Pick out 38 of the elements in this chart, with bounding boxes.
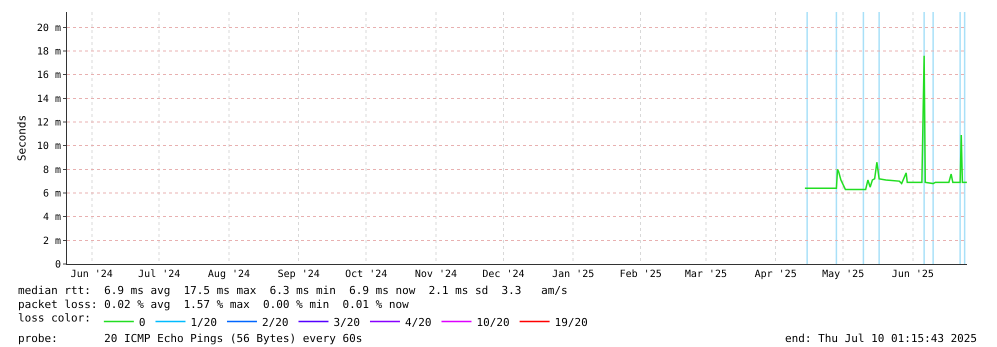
- y-tick-label: 0: [54, 260, 61, 270]
- x-tick-label: Jun '25: [892, 269, 934, 280]
- legend-label: 3/20: [333, 316, 360, 329]
- y-axis-title: Seconds: [16, 114, 29, 162]
- text: packet loss: 0.02 % avg 1.57 % max 0.00 % min 0.01 % now: [18, 298, 410, 311]
- y-tick-label: 20 m: [36, 22, 61, 34]
- y-tick-label: 8 m: [42, 164, 61, 176]
- x-tick-label: Dec '24: [482, 269, 525, 280]
- x-tick-label: May '25: [822, 269, 864, 280]
- x-tick-label: Oct '24: [345, 269, 388, 280]
- x-tick-label: Jan '25: [552, 269, 594, 280]
- x-tick-label: Aug '24: [208, 269, 250, 280]
- x-tick-label: Jun '24: [70, 269, 113, 280]
- legend-label: 10/20: [476, 316, 510, 329]
- legend-label: 2/20: [262, 316, 288, 329]
- text: end: Thu Jul 10 01:15:43 2025: [785, 332, 978, 345]
- y-tick-label: 6 m: [42, 188, 61, 200]
- x-tick-label: Sep '24: [278, 269, 320, 280]
- y-tick-label: 14 m: [36, 94, 61, 105]
- text: probe: 20 ICMP Echo Pings (56 Bytes) every 60s: [18, 332, 362, 345]
- legend-label: 19/20: [554, 316, 588, 329]
- x-tick-label: Mar '25: [684, 269, 727, 280]
- x-tick-label: Nov '24: [414, 269, 458, 280]
- x-tick-label: Jul '24: [138, 269, 180, 280]
- y-tick-label: 12 m: [36, 118, 61, 129]
- y-tick-label: 10 m: [36, 141, 61, 152]
- y-tick-label: 2 m: [42, 236, 61, 247]
- legend-label: 0: [138, 316, 146, 329]
- y-tick-label: 18 m: [36, 46, 61, 58]
- line-series: [804, 55, 967, 190]
- x-tick-label: Apr '25: [754, 269, 797, 280]
- legend-title: loss color:: [18, 311, 91, 324]
- legend-label: 4/20: [404, 316, 432, 329]
- legend-label: 1/20: [190, 316, 217, 329]
- x-tick-label: Feb '25: [620, 269, 662, 280]
- y-tick-label: 4 m: [42, 212, 61, 224]
- text: median rtt: 6.9 ms avg 17.5 ms max 6.3 ms min 6.9 ms now 2.1 ms sd 3.3 am/s: [18, 284, 568, 297]
- y-tick-label: 16 m: [36, 70, 61, 82]
